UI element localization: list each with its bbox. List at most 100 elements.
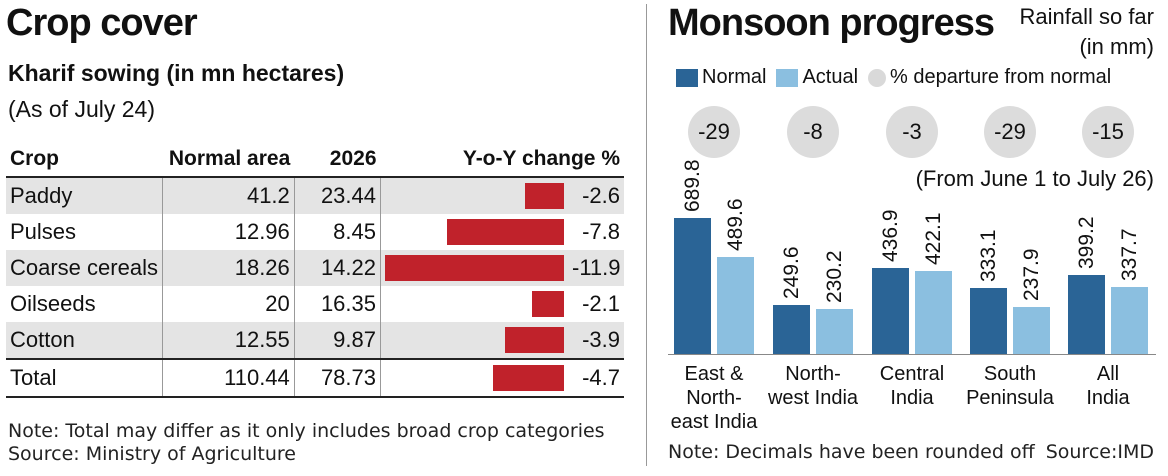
crop-note: Note: Total may differ as it only includ…	[8, 420, 605, 442]
bar-value-label: 422.1	[922, 212, 945, 265]
departure-circle: -29	[984, 106, 1036, 158]
bar-actual	[816, 308, 853, 354]
cell-crop: Total	[6, 358, 163, 398]
bar-value-label: 230.2	[823, 250, 846, 303]
cell-2026: 78.73	[294, 358, 382, 398]
yoy-change-bar	[385, 255, 564, 281]
yoy-change-value: -2.6	[582, 183, 620, 208]
cell-normal-area: 41.2	[162, 177, 295, 214]
cell-crop: Oilseeds	[6, 286, 163, 322]
bar-actual	[1013, 307, 1050, 354]
legend-departure-label: % departure from normal	[890, 66, 1112, 88]
departure-circle: -3	[886, 106, 938, 158]
table-header: Crop Normal area 2026 Y-o-Y change %	[6, 142, 624, 178]
panel-divider	[646, 4, 647, 466]
cell-normal-area: 20	[162, 286, 295, 322]
crop-source: Source: Ministry of Agriculture	[8, 443, 296, 465]
region-label: East & North-east India	[668, 362, 760, 434]
legend-normal: Normal	[676, 66, 766, 89]
table-row: Cotton 12.55 9.87 -3.9	[6, 322, 624, 359]
cell-yoy-change: -2.1	[381, 286, 625, 322]
legend-departure-dot	[868, 68, 887, 87]
cell-2026: 14.22	[294, 250, 382, 286]
region-label-line: west India	[767, 387, 859, 409]
region-label: Central India	[866, 362, 958, 410]
table-row: Pulses 12.96 8.45 -7.8	[6, 214, 624, 250]
yoy-change-value: -11.9	[572, 255, 621, 280]
bar-actual	[915, 270, 952, 354]
bar-normal	[773, 304, 810, 354]
bar-normal	[1068, 275, 1105, 354]
yoy-change-value: -7.8	[582, 219, 620, 244]
region-label-line: East &	[684, 363, 744, 385]
legend-normal-swatch	[676, 68, 698, 87]
bar-value-label: 689.8	[681, 159, 704, 212]
region-label-line: South	[983, 363, 1037, 385]
bar-normal	[674, 218, 711, 354]
legend-actual: Actual	[776, 66, 858, 89]
bar-actual	[1111, 287, 1148, 354]
region-label-line: North-	[686, 387, 742, 409]
yoy-change-bar	[505, 327, 564, 353]
region-label: South Peninsula	[964, 362, 1056, 410]
bar-value-label: 489.6	[724, 198, 747, 252]
table-row: Oilseeds 20 16.35 -2.1	[6, 286, 624, 322]
cell-crop: Pulses	[6, 214, 163, 250]
crop-cover-title: Crop cover	[6, 2, 198, 44]
cell-2026: 23.44	[294, 177, 382, 214]
chart-legend: Normal Actual % departure from normal	[676, 66, 1111, 89]
cell-yoy-change: -2.6	[380, 177, 624, 214]
period-label: (From June 1 to July 26)	[915, 166, 1154, 191]
table-row: Coarse cereals 18.26 14.22 -11.9	[6, 250, 624, 286]
legend-actual-label: Actual	[802, 66, 859, 88]
table-row: Total 110.44 78.73 -4.7	[6, 358, 624, 398]
yoy-change-value: -4.7	[582, 365, 620, 390]
region-label-line: All	[1096, 363, 1120, 385]
bar-value-label: 249.6	[780, 246, 803, 299]
bar-value-label: 237.9	[1020, 248, 1043, 302]
region-label-line: Central	[879, 363, 945, 385]
header-2026: 2026	[294, 142, 381, 178]
region-label-line: India	[890, 387, 934, 409]
cell-2026: 16.35	[294, 286, 382, 322]
cell-2026: 8.45	[294, 214, 382, 250]
departure-circle: -29	[688, 106, 740, 158]
departure-circle: -15	[1082, 106, 1134, 158]
bar-normal	[872, 267, 909, 354]
header-crop: Crop	[6, 142, 163, 178]
region-label: All India	[1062, 362, 1154, 410]
cell-normal-area: 110.44	[162, 358, 295, 398]
kharif-subtitle: Kharif sowing (in mn hectares)	[8, 60, 345, 86]
cell-yoy-change: -3.9	[380, 322, 624, 359]
region-label-line: India	[1086, 387, 1130, 409]
bar-actual	[717, 257, 754, 354]
cell-yoy-change: -4.7	[380, 358, 624, 398]
bar-normal	[970, 288, 1007, 354]
cell-normal-area: 18.26	[162, 250, 295, 286]
monsoon-source: Source:IMD	[1045, 441, 1154, 463]
cell-crop: Coarse cereals	[6, 250, 163, 286]
yoy-change-value: -2.1	[582, 291, 620, 316]
legend-departure: % departure from normal	[868, 66, 1111, 89]
yoy-change-bar	[493, 365, 564, 391]
region-label-line: Peninsula	[966, 387, 1054, 409]
yoy-change-bar	[532, 291, 564, 317]
header-normal-area: Normal area	[162, 142, 295, 178]
as-of-date: (As of July 24)	[8, 96, 155, 122]
region-label-line: east India	[670, 411, 758, 433]
legend-actual-swatch	[776, 68, 799, 87]
cell-2026: 9.87	[294, 322, 382, 359]
monsoon-note: Note: Decimals have been rounded off	[668, 441, 1035, 463]
cell-crop: Cotton	[6, 322, 163, 359]
yoy-change-bar	[447, 219, 564, 245]
region-label: North-west India	[767, 362, 859, 410]
legend-normal-label: Normal	[702, 66, 767, 88]
chart-baseline	[668, 354, 1156, 355]
bar-value-label: 337.7	[1118, 228, 1141, 282]
header-yoy-change: Y-o-Y change %	[380, 142, 624, 178]
rainfall-unit: (in mm)	[1079, 34, 1154, 59]
bar-value-label: 399.2	[1075, 216, 1098, 270]
monsoon-title: Monsoon progress	[668, 2, 995, 44]
departure-circle: -8	[787, 106, 839, 158]
bar-value-label: 436.9	[879, 209, 902, 262]
